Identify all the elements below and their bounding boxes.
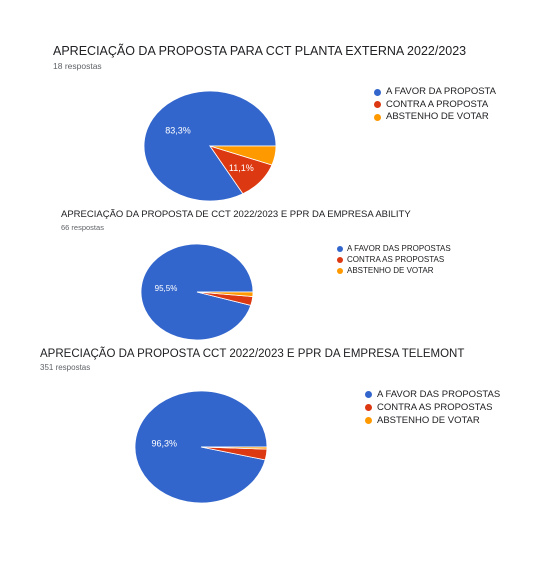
chart-title: APRECIAÇÃO DA PROPOSTA DE CCT 2022/2023 … bbox=[61, 209, 411, 220]
legend-swatch bbox=[365, 404, 372, 411]
slice-data-label: 95,5% bbox=[155, 284, 178, 293]
slice-data-label: 96,3% bbox=[152, 439, 178, 449]
slice-data-label: 11,1% bbox=[229, 163, 254, 173]
chart-legend: A FAVOR DAS PROPOSTAS CONTRA AS PROPOSTAS… bbox=[365, 388, 500, 427]
legend-item: A FAVOR DAS PROPOSTAS bbox=[365, 388, 500, 401]
legend-item: CONTRA AS PROPOSTAS bbox=[365, 401, 500, 414]
legend-swatch bbox=[337, 245, 343, 252]
legend-label: A FAVOR DA PROPOSTA bbox=[386, 86, 496, 97]
legend-label: ABSTENHO DE VOTAR bbox=[377, 415, 480, 426]
chart-subtitle: 351 respostas bbox=[40, 363, 91, 372]
legend-swatch bbox=[374, 113, 381, 121]
legend-item: ABSTENHO DE VOTAR bbox=[374, 111, 496, 124]
legend-swatch bbox=[365, 417, 372, 424]
legend-label: CONTRA A PROPOSTA bbox=[386, 98, 489, 110]
legend-label: A FAVOR DAS PROPOSTAS bbox=[347, 244, 451, 253]
legend-label: CONTRA AS PROPOSTAS bbox=[347, 255, 445, 264]
legend-item: A FAVOR DA PROPOSTA bbox=[374, 86, 496, 99]
legend-swatch bbox=[365, 391, 372, 398]
legend-swatch bbox=[374, 101, 381, 109]
legend-item: CONTRA AS PROPOSTAS bbox=[337, 254, 451, 265]
slice-data-label: 83,3% bbox=[165, 126, 191, 136]
chart-subtitle: 66 respostas bbox=[61, 223, 104, 232]
legend-label: ABSTENHO DE VOTAR bbox=[347, 266, 434, 275]
chart-title: APRECIAÇÃO DA PROPOSTA CCT 2022/2023 E P… bbox=[40, 348, 465, 360]
legend-label: CONTRA AS PROPOSTAS bbox=[377, 402, 493, 413]
chart-subtitle: 18 respostas bbox=[53, 61, 102, 71]
legend-item: ABSTENHO DE VOTAR bbox=[337, 265, 451, 276]
pie-slice-abstenho-de-votar bbox=[196, 291, 254, 297]
legend-label: ABSTENHO DE VOTAR bbox=[386, 111, 489, 122]
pie-slice-abstenho-de-votar bbox=[200, 446, 268, 450]
legend-label: A FAVOR DAS PROPOSTAS bbox=[377, 389, 501, 400]
pie-slice-abstenho-de-votar bbox=[209, 145, 277, 166]
legend-item: CONTRA A PROPOSTA bbox=[374, 99, 496, 112]
legend-item: A FAVOR DAS PROPOSTAS bbox=[337, 243, 451, 254]
legend-swatch bbox=[337, 267, 343, 274]
legend-item: ABSTENHO DE VOTAR bbox=[365, 414, 500, 427]
legend-swatch bbox=[374, 88, 381, 96]
chart-legend: A FAVOR DAS PROPOSTAS CONTRA AS PROPOSTAS… bbox=[337, 243, 451, 276]
legend-swatch bbox=[337, 256, 343, 263]
chart-title: APRECIAÇÃO DA PROPOSTA PARA CCT PLANTA E… bbox=[53, 44, 467, 58]
chart-legend: A FAVOR DA PROPOSTA CONTRA A PROPOSTA ABST… bbox=[374, 86, 496, 124]
